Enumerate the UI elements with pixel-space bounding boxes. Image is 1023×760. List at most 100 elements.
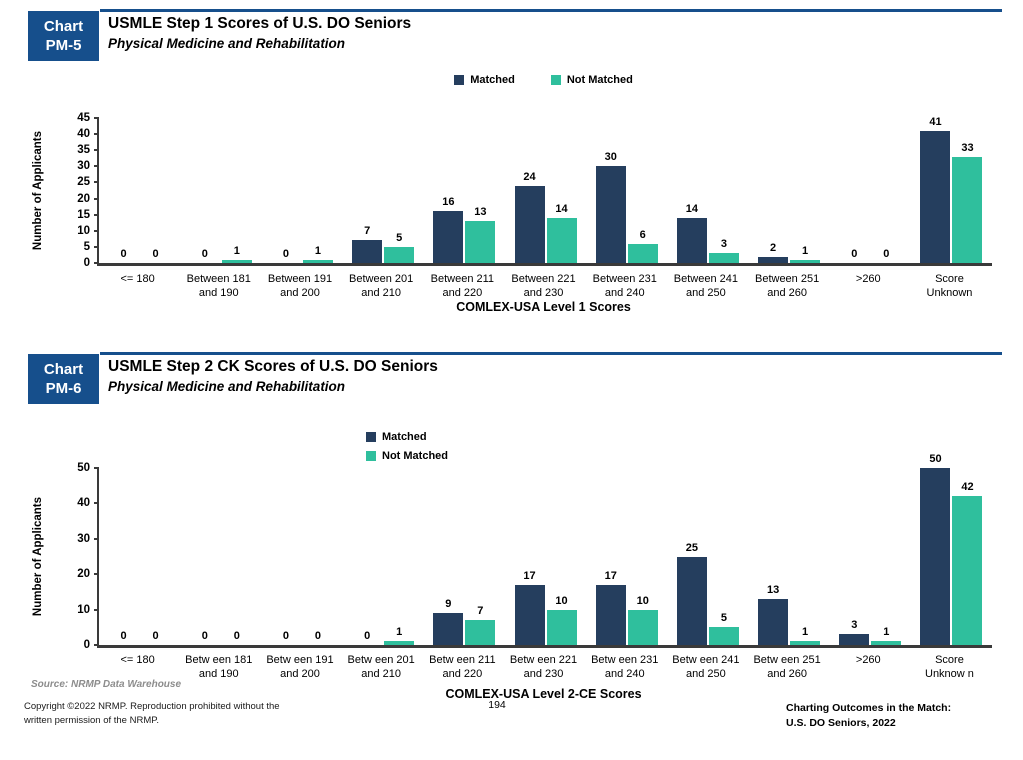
bar-value-label: 24 [523,170,536,183]
bar-not-matched [546,217,577,263]
x-category-label-line: Between 201 [349,273,414,285]
matched-swatch-icon [366,432,376,442]
bar-value-label: 5 [720,612,727,625]
y-tick-label: 0 [83,257,90,269]
legend-item-matched: Matched [454,74,515,86]
bar-not-matched [465,620,496,645]
bar-value-label: 1 [396,626,403,639]
header-rule [100,352,1002,355]
bar-group: 41 33 [911,115,992,263]
publication-note-line-1: Charting Outcomes in the Match: [786,702,952,714]
x-category-label-line: >260 [855,654,881,666]
bar-value-label: 0 [201,248,208,260]
x-category-label: Between 251 and 260 [747,272,828,300]
bar-not-matched [221,259,252,263]
chart-tag-top: Chart [43,361,84,378]
header-rule [100,9,1002,12]
bar-value-label: 14 [555,202,568,215]
bar-matched [595,584,626,645]
bar-slot-matched: 30 [595,151,626,263]
bar-matched [433,613,464,645]
bar-value-label: 0 [282,248,290,260]
bar-value-label: 17 [604,569,617,582]
bar-slot-not-matched: 1 [221,245,252,263]
bar-slot-matched: 14 [676,202,707,263]
x-category-label: Between 191 and 200 [259,272,340,300]
bar-not-matched [871,641,902,645]
x-category-label-line: Unknow n [925,668,974,680]
bar-value-label: 0 [282,630,290,642]
bar-not-matched [708,627,739,645]
x-category-label-line: Between 251 [754,273,820,285]
y-tick-mark [94,467,99,469]
y-tick-label: 35 [77,144,90,157]
chart-tag-top: Chart [43,18,84,35]
x-category-label-line: and 220 [442,668,483,680]
bar-slot-not-matched: 14 [546,202,577,263]
bar-slot-matched: 2 [758,242,789,263]
bar-group: 17 10 [505,468,586,645]
bar-value-label: 3 [851,619,858,632]
legend-item-not-matched: Not Matched [550,74,633,86]
bar-not-matched [627,609,658,645]
bar-value-label: 41 [929,115,942,128]
bar-slot-matched: 3 [839,619,870,645]
legend: Matched Not Matched [366,431,448,462]
x-category-label-line: <= 180 [120,273,155,285]
x-axis-title: COMLEX-USA Level 1 Scores [456,300,631,314]
x-category-label-line: Betw een 201 [347,654,415,666]
y-tick-mark [94,245,99,248]
bar-matched [433,211,464,263]
chart-tag-bottom: PM-5 [45,37,82,54]
bar-slot-matched: 0 [109,630,139,645]
chart-title: USMLE Step 2 CK Scores of U.S. DO Senior… [108,358,438,375]
bar-group: 17 10 [586,468,667,645]
bar-slot-not-matched: 1 [384,626,415,645]
x-category-label: Between 231 and 240 [584,272,665,300]
y-tick-label: 10 [77,603,90,616]
bar-value-label: 16 [442,196,455,209]
legend: Matched Not Matched [97,74,990,86]
bar-groups: 0 0 0 1 0 1 7 5 16 13 24 14 30 6 14 3 2 1 0 0 41 33 [99,115,992,263]
x-category-label: Betw een 191 and 200 [259,653,340,681]
bar-slot-not-matched: 13 [465,206,496,263]
y-tick-mark [94,262,99,264]
bar-slot-matched: 0 [271,248,301,263]
y-tick-mark [94,117,99,119]
bar-value-label: 9 [445,598,452,611]
bar-value-label: 0 [883,248,890,260]
y-tick-label: 30 [77,160,90,173]
bar-slot-matched: 25 [676,542,707,645]
bar-value-label: 0 [152,248,159,260]
bar-value-label: 0 [314,630,322,642]
bar-value-label: 10 [555,594,568,607]
bar-slot-not-matched: 0 [141,248,171,263]
x-category-label: Betw een 181 and 190 [178,653,259,681]
x-category-label-line: and 260 [767,287,807,299]
bar-slot-matched: 24 [514,170,545,263]
legend-label: Matched [470,74,515,86]
bar-slot-not-matched: 1 [790,626,821,645]
y-tick-label: 40 [77,497,90,510]
bar-slot-matched: 17 [595,569,626,645]
chart-tag-badge: Chart PM-6 [28,354,99,404]
bar-not-matched [627,243,658,263]
bar-matched [352,240,383,263]
bar-slot-not-matched: 42 [952,481,983,645]
bar-matched [676,556,707,645]
x-category-label-line: Betw een 251 [753,654,821,666]
x-category-label-line: Betw een 211 [429,654,496,666]
bar-value-label: 14 [685,202,699,215]
bar-value-label: 0 [152,630,159,642]
bar-slot-not-matched: 10 [627,595,658,645]
x-category-label-line: and 240 [604,287,645,299]
y-tick-label: 50 [77,462,90,474]
x-category-label-line: and 210 [361,668,402,680]
x-category-label-line: and 240 [604,668,645,680]
x-category-label: Betw een 251 and 260 [747,653,828,681]
bar-value-label: 30 [604,151,617,164]
